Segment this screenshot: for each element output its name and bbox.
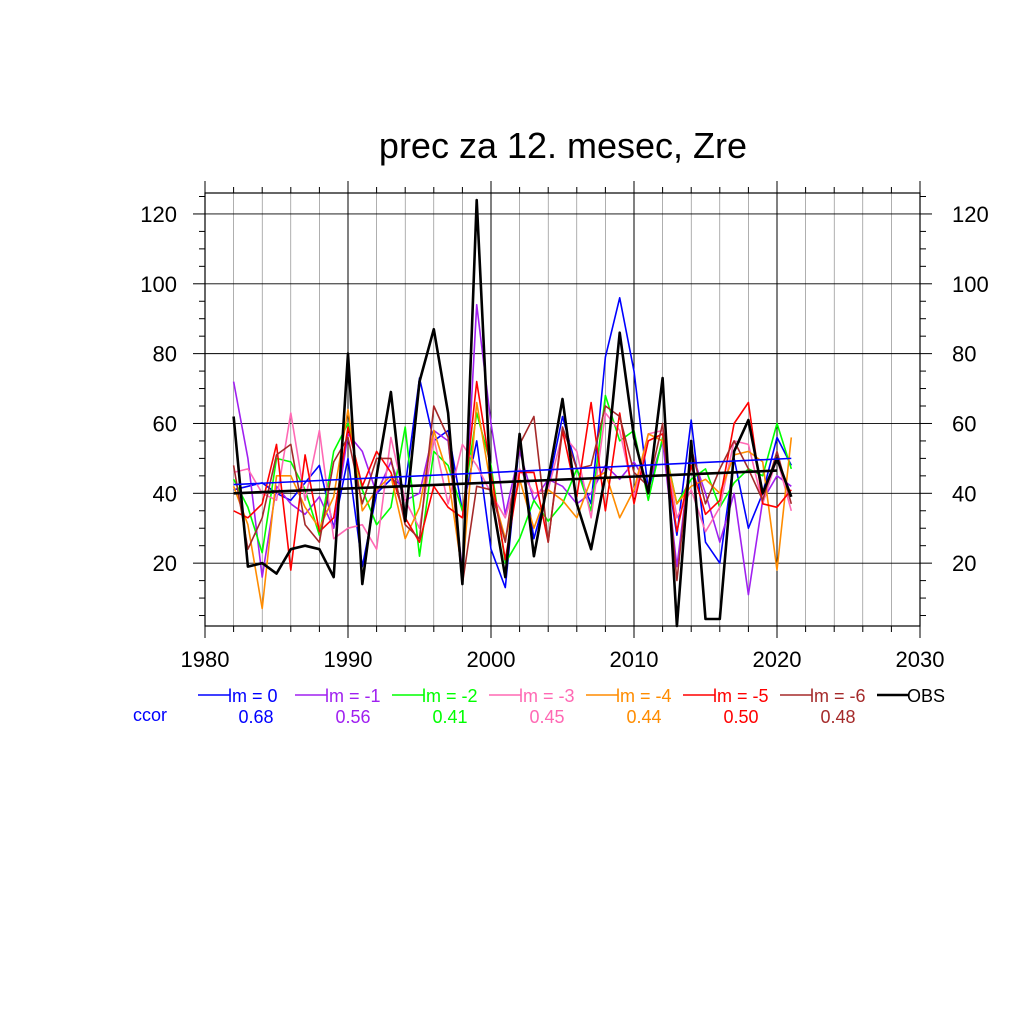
trend-line-lm-0: [233, 457, 792, 486]
legend-label: OBS: [907, 686, 945, 706]
legend-label: lm = -4: [616, 686, 672, 706]
x-tick-label: 1980: [181, 647, 230, 672]
legend-label: lm = -5: [713, 686, 769, 706]
legend-ccor-value: 0.41: [432, 707, 467, 727]
y-tick-label-left: 100: [140, 272, 177, 297]
x-tick-label: 2020: [753, 647, 802, 672]
ccor-label: ccor: [133, 705, 167, 725]
y-tick-label-right: 20: [952, 551, 976, 576]
chart-title: prec za 12. mesec, Zre: [379, 125, 747, 166]
y-tick-label-left: 60: [153, 411, 177, 436]
x-tick-label: 2030: [896, 647, 945, 672]
y-tick-label-right: 100: [952, 272, 989, 297]
trend-line-obs: [233, 469, 778, 495]
y-tick-label-right: 120: [952, 202, 989, 227]
y-tick-label-left: 20: [153, 551, 177, 576]
y-tick-label-right: 40: [952, 481, 976, 506]
y-tick-label-left: 40: [153, 481, 177, 506]
y-tick-label-right: 60: [952, 411, 976, 436]
x-tick-label: 2010: [610, 647, 659, 672]
y-tick-label-right: 80: [952, 342, 976, 367]
legend-label: lm = -2: [422, 686, 478, 706]
legend-ccor-value: 0.50: [723, 707, 758, 727]
x-tick-label: 1990: [324, 647, 373, 672]
legend-label: lm = -1: [325, 686, 381, 706]
trend-lines: [233, 457, 792, 495]
legend-ccor-value: 0.48: [820, 707, 855, 727]
legend-label: lm = -6: [810, 686, 866, 706]
series-line-obs: [232, 198, 793, 628]
legend-ccor-value: 0.56: [335, 707, 370, 727]
plot-frame: [204, 192, 921, 627]
legend-ccor-value: 0.68: [238, 707, 273, 727]
legend-label: lm = -3: [519, 686, 575, 706]
y-tick-label-left: 80: [153, 342, 177, 367]
legend-ccor-value: 0.44: [626, 707, 661, 727]
x-tick-label: 2000: [467, 647, 516, 672]
y-tick-label-left: 120: [140, 202, 177, 227]
grid: [205, 192, 920, 627]
legend: ccor lm = 00.68 lm = -10.56 lm = -20.41 lm =…: [133, 686, 945, 727]
legend-ccor-value: 0.45: [529, 707, 564, 727]
legend-label: lm = 0: [228, 686, 278, 706]
